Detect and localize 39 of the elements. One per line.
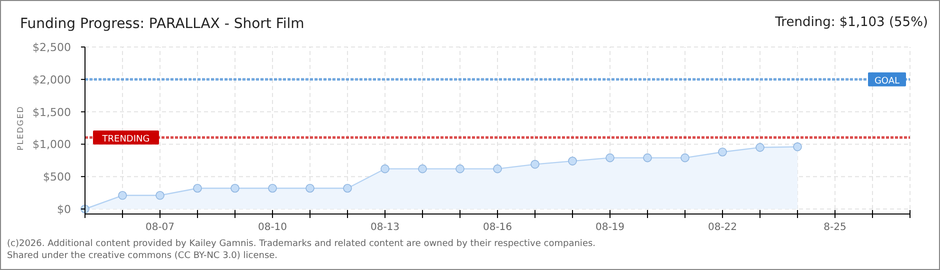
point [456, 164, 464, 174]
point [268, 184, 277, 193]
y-tick-label: $2,500 [32, 41, 71, 54]
y-tick-label: $500 [43, 170, 71, 184]
point [718, 148, 727, 156]
point [680, 153, 690, 162]
chart-title: Funding Progress: PARALLAX - Short Film [20, 16, 304, 32]
point [606, 153, 614, 162]
x-tick-label: 08-13 [370, 222, 400, 233]
point [530, 160, 540, 169]
point [230, 184, 240, 193]
point [756, 143, 764, 152]
x-tick-label: 8-25 [824, 222, 846, 233]
y-tick-label: $2,000 [32, 73, 71, 86]
point [380, 164, 390, 174]
point [156, 190, 164, 200]
y-axis-title: PLEDGED [16, 106, 25, 150]
x-tick-label: 08-16 [482, 222, 512, 233]
x-tick-label: 08-07 [145, 222, 175, 233]
ref-line-label: TRENDING [101, 134, 150, 145]
point [343, 184, 352, 193]
x-tick-label: 08-22 [708, 222, 738, 233]
point [193, 184, 202, 193]
ref-line-label: GOAL [874, 76, 900, 86]
text: Shared under the creative commons (CC BY-NC 3.0) license. [7, 251, 278, 261]
x-tick-label: 08-19 [595, 222, 625, 233]
x-tick-label: 08-10 [258, 222, 288, 233]
y-tick-label: $1,000 [32, 138, 71, 152]
point [118, 190, 127, 200]
y-tick-label: $1,500 [32, 106, 71, 119]
text: Trending: $1,103 (55%) [774, 15, 928, 30]
y-tick-label: $0 [57, 203, 71, 216]
text: (c)2026. Additional content provided by Kailey Gamnis. Trademarks and related content are owned by their respective companies. [7, 239, 596, 249]
point [493, 164, 502, 174]
point [643, 153, 652, 162]
point [793, 142, 802, 152]
point [418, 164, 427, 174]
point [568, 156, 577, 166]
point [306, 184, 314, 193]
